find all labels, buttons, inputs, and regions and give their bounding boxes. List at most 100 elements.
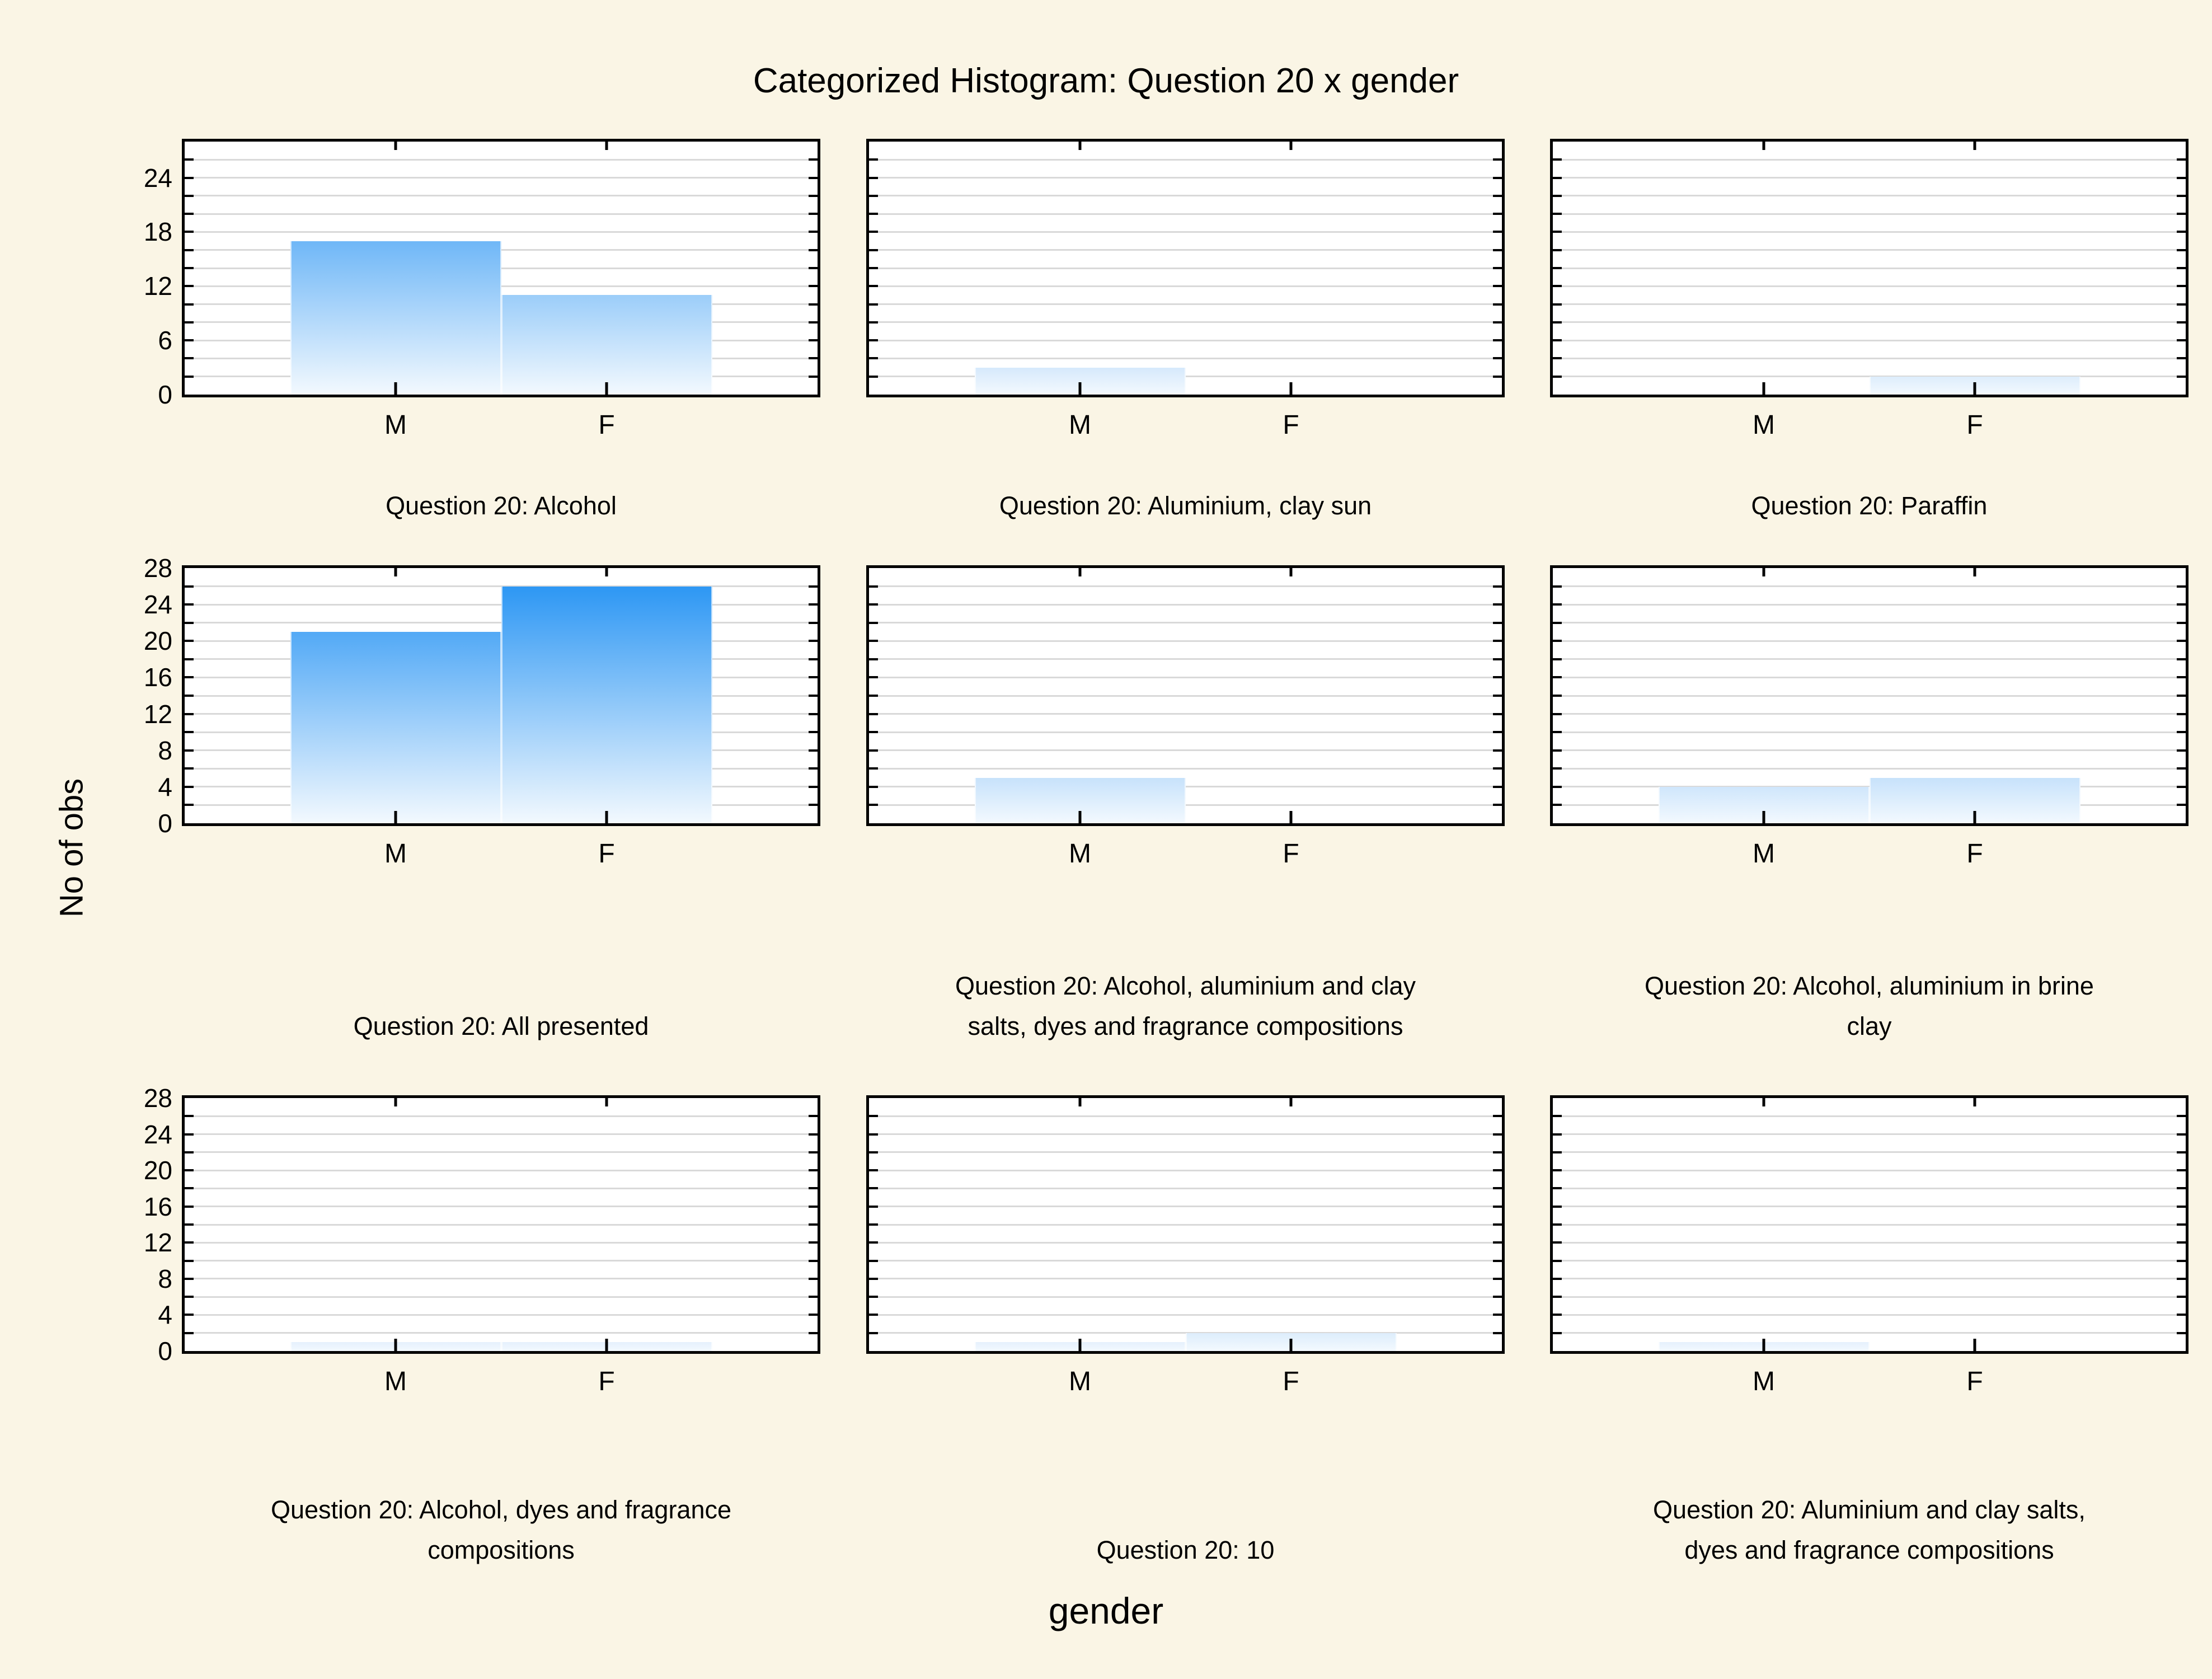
y-tick-mark [869, 194, 878, 197]
x-tick-mark [394, 1098, 397, 1106]
y-tick-mark [185, 1169, 194, 1172]
x-tick-mark [1973, 1339, 1976, 1351]
gridline [1553, 267, 2186, 269]
x-tick-mark [1289, 382, 1293, 395]
y-tick-mark [185, 1259, 194, 1262]
y-tick-mark [185, 712, 194, 715]
gridline [1553, 303, 2186, 306]
y-tick-mark [1553, 248, 1562, 251]
gridline [869, 713, 1502, 715]
y-tick-mark [1553, 804, 1562, 806]
y-tick-mark [2177, 1169, 2186, 1172]
gridline [185, 1296, 818, 1298]
y-tick-mark [185, 676, 194, 679]
chart-title: Categorized Histogram: Question 20 x gen… [753, 62, 1459, 100]
gridline [185, 249, 818, 251]
gridline [185, 1115, 818, 1117]
y-tick-mark [2177, 1187, 2186, 1190]
y-tick-mark [1553, 1259, 1562, 1262]
gridline [869, 1133, 1502, 1136]
y-tick-mark [869, 1331, 878, 1334]
panel-subtitle: Question 20: All presented [353, 1012, 649, 1040]
gridline [869, 1260, 1502, 1262]
gridline [1553, 1296, 2186, 1298]
y-tick-label: 28 [143, 554, 172, 583]
y-tick-mark [809, 267, 818, 269]
y-tick-mark [1553, 285, 1562, 288]
y-tick-mark [185, 213, 194, 215]
x-tick-label-m: M [1069, 839, 1091, 869]
y-tick-mark [1553, 1151, 1562, 1153]
gridline [869, 285, 1502, 287]
y-tick-label: 24 [143, 1119, 172, 1149]
x-tick-label-f: F [1283, 410, 1299, 440]
y-tick-mark [185, 1205, 194, 1208]
y-tick-mark [809, 1241, 818, 1244]
y-tick-mark [1553, 267, 1562, 269]
gridline [869, 786, 1502, 788]
y-tick-mark [1493, 749, 1502, 752]
y-tick-mark [869, 176, 878, 179]
x-tick-mark [1973, 568, 1976, 576]
y-tick-mark [1553, 640, 1562, 642]
y-tick-mark [809, 1187, 818, 1190]
y-tick-mark [185, 1223, 194, 1226]
y-tick-mark [2177, 658, 2186, 660]
y-tick-mark [1493, 1133, 1502, 1136]
y-tick-mark [2177, 1223, 2186, 1226]
y-tick-mark [1493, 1187, 1502, 1190]
y-tick-mark [869, 1223, 878, 1226]
x-tick-label-m: M [1753, 839, 1775, 869]
y-tick-mark [1493, 1169, 1502, 1172]
y-tick-mark [185, 1187, 194, 1190]
gridline [869, 1187, 1502, 1189]
y-tick-mark [1553, 1187, 1562, 1190]
histogram-bar-f [501, 295, 712, 395]
y-tick-mark [869, 731, 878, 734]
gridline [1553, 1133, 2186, 1136]
gridline [1553, 1241, 2186, 1244]
y-tick-mark [809, 695, 818, 697]
y-tick-mark [809, 640, 818, 642]
x-tick-mark [1289, 1098, 1293, 1106]
x-tick-mark [1289, 811, 1293, 823]
y-tick-mark [1553, 585, 1562, 588]
gridline [185, 1278, 818, 1280]
gridline [1553, 231, 2186, 233]
gridline [869, 603, 1502, 606]
y-tick-mark [809, 231, 818, 233]
x-tick-label-f: F [1966, 1367, 1983, 1396]
y-tick-mark [809, 158, 818, 161]
y-tick-mark [1553, 1331, 1562, 1334]
x-tick-label-f: F [1283, 839, 1299, 869]
gridline [869, 1115, 1502, 1117]
y-tick-mark [2177, 1205, 2186, 1208]
y-tick-mark [809, 339, 818, 342]
y-tick-mark [2177, 231, 2186, 233]
gridline [869, 1241, 1502, 1244]
gridline [869, 249, 1502, 251]
y-tick-mark [1493, 676, 1502, 679]
y-tick-mark [2177, 603, 2186, 606]
y-tick-mark [1493, 248, 1502, 251]
y-tick-label: 16 [143, 1192, 172, 1221]
y-tick-mark [869, 1133, 878, 1136]
x-tick-mark [1973, 382, 1976, 395]
x-tick-label-f: F [598, 1367, 615, 1396]
y-tick-mark [869, 658, 878, 660]
y-tick-mark [2177, 676, 2186, 679]
y-tick-mark [809, 303, 818, 306]
x-tick-mark [605, 811, 608, 823]
gridline [185, 1260, 818, 1262]
y-tick-mark [1493, 603, 1502, 606]
y-tick-mark [869, 231, 878, 233]
gridline [869, 1169, 1502, 1171]
y-tick-mark [869, 1115, 878, 1118]
gridline [869, 695, 1502, 697]
y-tick-mark [1553, 158, 1562, 161]
gridline [869, 1151, 1502, 1153]
y-tick-mark [2177, 621, 2186, 624]
y-tick-mark [1493, 213, 1502, 215]
y-tick-mark [1493, 585, 1502, 588]
